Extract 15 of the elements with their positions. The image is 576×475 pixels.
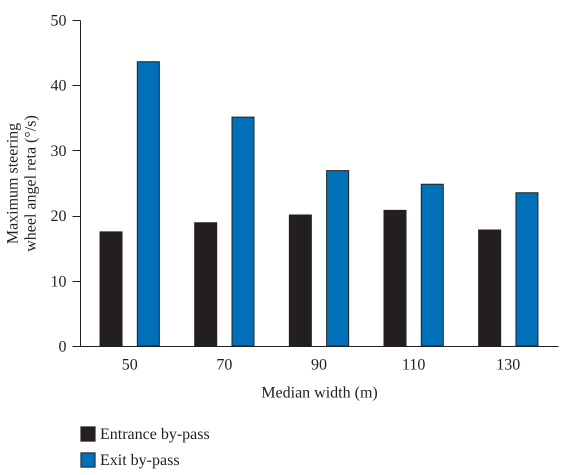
- y-tick-label: 0: [58, 338, 66, 356]
- x-tick-label: 110: [402, 356, 426, 374]
- x-tick-label: 130: [496, 356, 520, 374]
- legend-label: Exit by-pass: [100, 452, 180, 469]
- x-tick-label: 50: [122, 356, 138, 374]
- y-tick-label: 40: [50, 78, 66, 95]
- y-axis-title: Maximum steering wheel angel reta (°/s): [4, 115, 40, 252]
- y-tick-label: 20: [50, 208, 66, 226]
- x-tick-label: 90: [311, 356, 327, 374]
- x-tick-label: 70: [216, 356, 232, 374]
- y-tick-label: 30: [50, 142, 66, 160]
- x-axis-title: Median width (m): [261, 384, 378, 402]
- legend-label: Entrance by-pass: [100, 426, 210, 443]
- y-tick-label: 10: [50, 273, 66, 290]
- y-tick-label: 50: [50, 12, 66, 30]
